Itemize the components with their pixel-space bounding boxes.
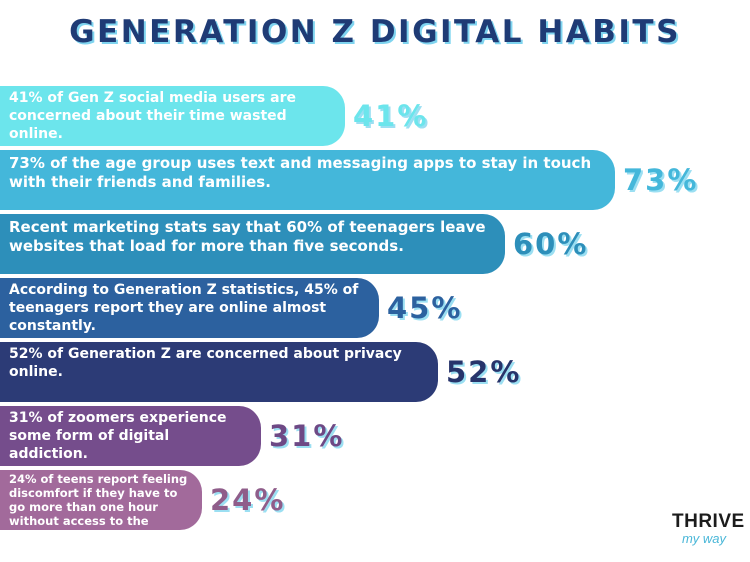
bar-7-text: 24% of teens report feeling discomfort i… — [9, 472, 188, 530]
bar-6: 31% of zoomers experience some form of d… — [0, 406, 261, 466]
logo-line-1: THRIVE — [672, 511, 745, 532]
bar-4-value-label: 45% — [387, 291, 463, 325]
bar-5-text: 52% of Generation Z are concerned about … — [9, 346, 402, 380]
page-title: GENERATION Z DIGITAL HABITS — [69, 14, 681, 50]
bar-5-value-label: 52% — [446, 355, 522, 389]
bar-3-text: Recent marketing stats say that 60% of t… — [9, 218, 486, 256]
bar-3: Recent marketing stats say that 60% of t… — [0, 214, 505, 274]
bar-3-value-label: 60% — [513, 227, 589, 261]
bar-2-value-label: 73% — [623, 163, 699, 197]
bar-4: According to Generation Z statistics, 45… — [0, 278, 379, 338]
logo-line-2: my way — [681, 531, 727, 546]
thrive-my-way-logo: THRIVE my way — [672, 511, 745, 546]
bar-1-value-label: 41% — [353, 99, 429, 133]
bar-5: 52% of Generation Z are concerned about … — [0, 342, 438, 402]
bar-7-value-label: 24% — [210, 483, 286, 517]
bar-1: 41% of Gen Z social media users are conc… — [0, 86, 345, 146]
bar-7: 24% of teens report feeling discomfort i… — [0, 470, 202, 530]
bar-1-text: 41% of Gen Z social media users are conc… — [9, 90, 296, 142]
bar-6-text: 31% of zoomers experience some form of d… — [9, 410, 227, 462]
bar-2: 73% of the age group uses text and messa… — [0, 150, 615, 210]
bar-4-text: According to Generation Z statistics, 45… — [9, 282, 359, 334]
bar-6-value-label: 31% — [269, 419, 345, 453]
bar-2-text: 73% of the age group uses text and messa… — [9, 154, 592, 192]
